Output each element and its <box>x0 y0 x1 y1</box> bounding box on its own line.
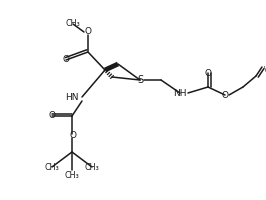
Text: NH: NH <box>173 88 187 98</box>
Text: CH₃: CH₃ <box>66 20 80 28</box>
Text: HN: HN <box>65 92 79 102</box>
Text: \: \ <box>264 66 266 72</box>
Text: O: O <box>222 90 228 99</box>
Text: O: O <box>48 112 56 120</box>
Text: S: S <box>137 75 143 85</box>
Text: O: O <box>69 130 77 140</box>
Text: CH₃: CH₃ <box>85 162 99 171</box>
Text: O: O <box>205 68 211 77</box>
Text: O: O <box>63 55 69 64</box>
Text: CH₃: CH₃ <box>65 170 79 180</box>
Text: CH₃: CH₃ <box>45 162 59 171</box>
Text: O: O <box>85 27 92 36</box>
